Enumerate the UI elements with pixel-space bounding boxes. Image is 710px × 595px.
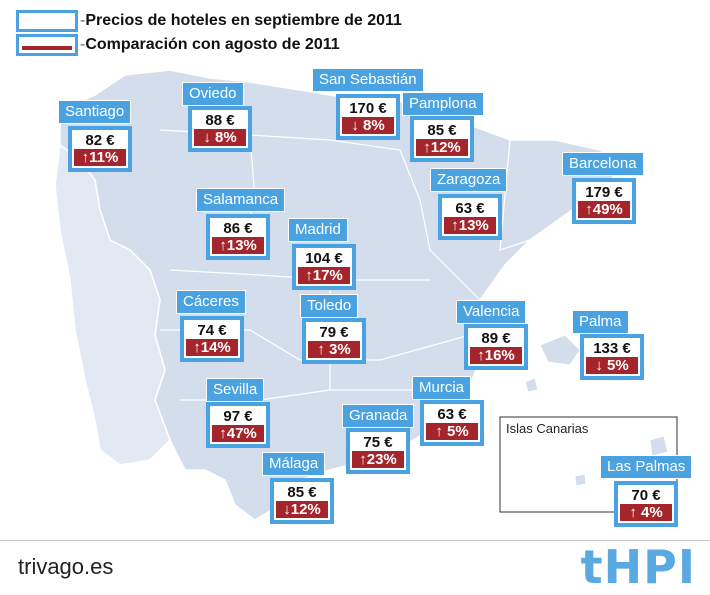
legend-price-swatch <box>16 10 78 32</box>
city-price: 75 € <box>363 434 393 451</box>
city-box: 79 € ↑ 3% <box>302 318 366 364</box>
city-change: ↑47% <box>212 425 264 442</box>
city-name: Granada <box>342 404 415 428</box>
city-change: ↑ 5% <box>426 423 478 440</box>
city-name: San Sebastián <box>312 68 424 92</box>
city-box: 88 € ↓ 8% <box>188 106 252 152</box>
legend-compare-swatch <box>16 34 78 56</box>
city-price: 89 € <box>481 330 511 347</box>
city-change: ↓12% <box>276 501 328 518</box>
city-change: ↑12% <box>416 139 468 156</box>
city-box: 89 € ↑16% <box>464 324 528 370</box>
city-name: Toledo <box>300 294 359 318</box>
canary-island <box>649 435 669 457</box>
ibiza-shape <box>524 377 539 393</box>
city-price: 170 € <box>349 100 387 117</box>
city-price: 85 € <box>287 484 317 501</box>
city-box: 97 € ↑47% <box>206 402 270 448</box>
city-change: ↑14% <box>186 339 238 356</box>
city-price: 86 € <box>223 220 253 237</box>
thpi-logo: tHPI <box>580 540 696 594</box>
city-change: ↑ 4% <box>620 504 672 521</box>
city-change: ↑17% <box>298 267 350 284</box>
city-name: Cáceres <box>176 290 246 314</box>
city-change: ↑11% <box>74 149 126 166</box>
city-change: ↑16% <box>470 347 522 364</box>
city-box: 75 € ↑23% <box>346 428 410 474</box>
city-change: ↓ 5% <box>586 357 638 374</box>
city-price: 88 € <box>205 112 235 129</box>
city-box: 63 € ↑ 5% <box>420 400 484 446</box>
city-change: ↑ 3% <box>308 341 360 358</box>
city-change: ↑13% <box>444 217 496 234</box>
city-price: 97 € <box>223 408 253 425</box>
city-box: 179 € ↑49% <box>572 178 636 224</box>
city-price: 79 € <box>319 324 349 341</box>
city-name: Pamplona <box>402 92 484 116</box>
city-name: Valencia <box>456 300 527 324</box>
city-name: Zaragoza <box>430 168 508 192</box>
city-price: 133 € <box>593 340 631 357</box>
city-box: 85 € ↑12% <box>410 116 474 162</box>
city-price: 63 € <box>437 406 467 423</box>
city-name: Santiago <box>58 100 132 124</box>
city-change: ↑13% <box>212 237 264 254</box>
city-name: Oviedo <box>182 82 244 106</box>
legend-compare: Comparación con agosto de 2011 <box>16 34 340 56</box>
canary-island <box>574 473 587 487</box>
mallorca-shape <box>539 334 581 366</box>
city-name: Palma <box>572 310 629 334</box>
city-box: 82 € ↑11% <box>68 126 132 172</box>
portugal-shape <box>54 143 171 466</box>
city-name: Las Palmas <box>600 455 693 479</box>
city-change: ↓ 8% <box>194 129 246 146</box>
footer-divider <box>0 540 710 541</box>
city-price: 85 € <box>427 122 457 139</box>
legend-compare-label: Comparación con agosto de 2011 <box>80 36 339 54</box>
city-box: 85 € ↓12% <box>270 478 334 524</box>
legend-price-label: Precios de hoteles en septiembre de 2011 <box>80 12 402 30</box>
city-name: Barcelona <box>562 152 644 176</box>
legend-price: Precios de hoteles en septiembre de 2011 <box>16 10 402 32</box>
canarias-label: Islas Canarias <box>506 421 589 436</box>
city-price: 63 € <box>455 200 485 217</box>
city-change: ↑49% <box>578 201 630 218</box>
city-name: Málaga <box>262 452 326 476</box>
city-name: Salamanca <box>196 188 286 212</box>
city-price: 104 € <box>305 250 343 267</box>
city-name: Madrid <box>288 218 348 242</box>
city-box: 133 € ↓ 5% <box>580 334 644 380</box>
city-price: 70 € <box>631 487 661 504</box>
city-box: 104 € ↑17% <box>292 244 356 290</box>
city-price: 82 € <box>85 132 115 149</box>
city-box: 170 € ↓ 8% <box>336 94 400 140</box>
city-change: ↑23% <box>352 451 404 468</box>
city-price: 74 € <box>197 322 227 339</box>
city-price: 179 € <box>585 184 623 201</box>
city-box: 63 € ↑13% <box>438 194 502 240</box>
city-box: 74 € ↑14% <box>180 316 244 362</box>
footer-source: trivago.es <box>18 554 114 579</box>
city-box: 70 € ↑ 4% <box>614 481 678 527</box>
city-box: 86 € ↑13% <box>206 214 270 260</box>
city-name: Sevilla <box>206 378 265 402</box>
city-name: Murcia <box>412 376 472 400</box>
city-change: ↓ 8% <box>342 117 394 134</box>
